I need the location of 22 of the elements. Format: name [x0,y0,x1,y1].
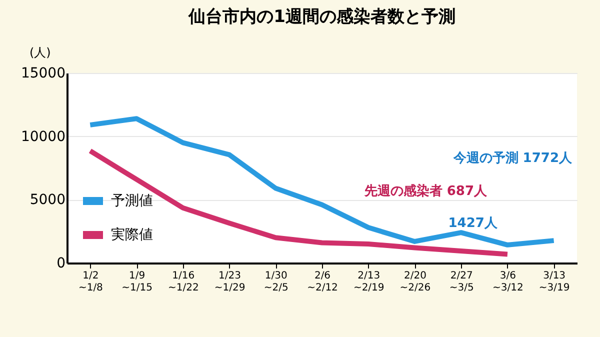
annotation: 今週の予測 1772人 [452,151,573,166]
x-tick-label: 1/16 ~1/22 [168,270,199,294]
x-tick-label: 3/13 ~3/19 [538,270,570,294]
y-tick-label: 0 [56,256,66,272]
legend-label: 予測値 [111,193,153,209]
y-tick-label: 5000 [30,192,66,208]
x-tick-label: 1/9 ~1/15 [122,270,152,294]
annotation: 1427人 [448,216,498,231]
x-tick-label: 3/6 ~3/12 [492,270,524,294]
x-tick-label: 2/6 ~2/12 [307,270,338,294]
y-tick-label: 15000 [20,66,66,82]
x-tick-label: 2/27 ~3/5 [449,270,474,294]
x-tick-label: 2/13 ~2/19 [353,270,384,294]
x-tick-label: 1/2 ~1/8 [78,270,103,294]
y-axis-title: (人) [30,46,51,60]
legend-label: 実際値 [111,227,153,243]
x-tick-label: 2/20 ~2/26 [400,270,431,294]
x-tick-label: 1/23 ~1/29 [214,270,246,294]
chart-title: 仙台市内の1週間の感染者数と予測 [188,7,456,27]
y-tick-label: 10000 [20,128,66,145]
x-tick-label: 1/30 ~2/5 [264,270,288,294]
annotation: 先週の感染者 687人 [363,183,488,199]
